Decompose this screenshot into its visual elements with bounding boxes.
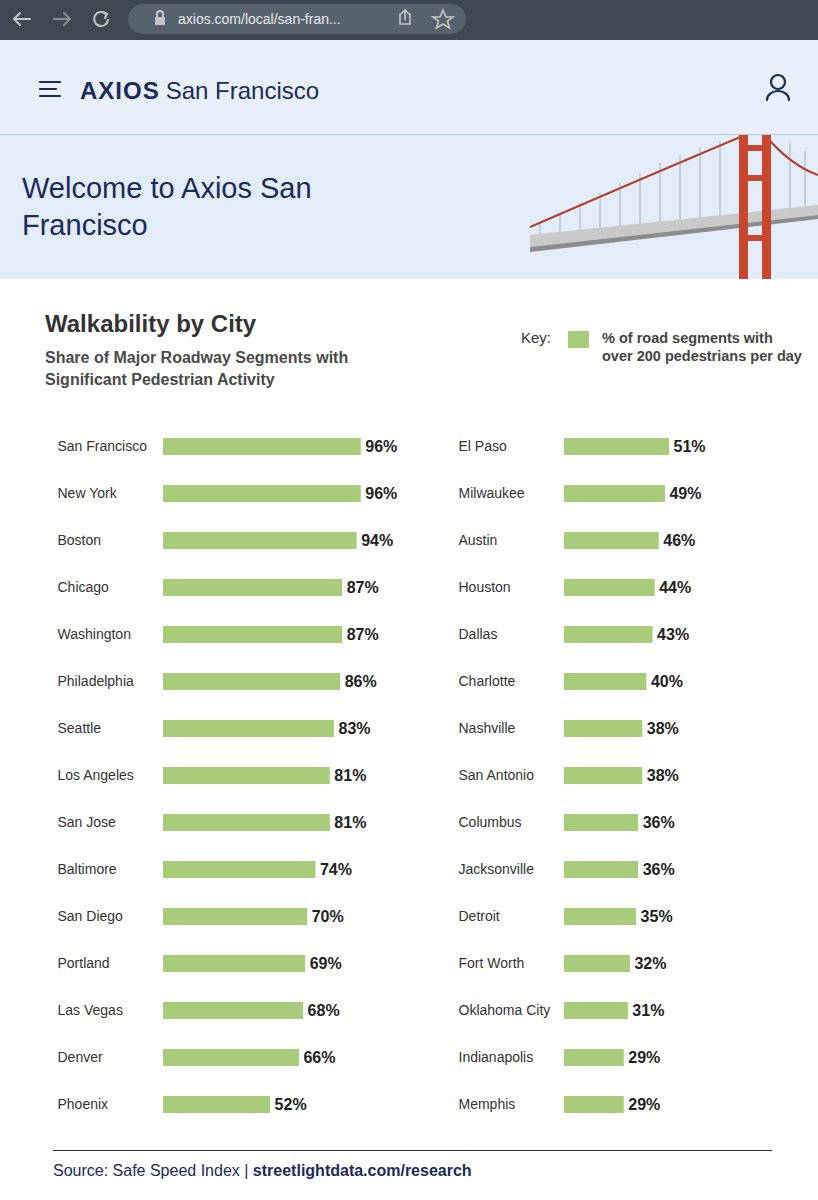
svg-text:81%: 81%: [334, 814, 366, 831]
svg-text:36%: 36%: [643, 814, 675, 831]
svg-text:Baltimore: Baltimore: [58, 861, 117, 877]
svg-text:70%: 70%: [312, 908, 344, 925]
svg-text:31%: 31%: [632, 1002, 664, 1019]
svg-text:Jacksonville: Jacksonville: [459, 861, 535, 877]
svg-text:32%: 32%: [634, 955, 666, 972]
svg-text:New York: New York: [58, 485, 118, 501]
svg-text:Washington: Washington: [58, 626, 131, 642]
svg-text:San Antonio: San Antonio: [459, 767, 535, 783]
svg-text:El Paso: El Paso: [459, 438, 507, 454]
html-text:Walkability by City: Walkability by City: [45, 310, 257, 337]
html-text:Share of Major Roadway Segment: Share of Major Roadway Segments with Sig…: [45, 349, 349, 388]
svg-text:49%: 49%: [669, 485, 701, 502]
svg-text:46%: 46%: [663, 532, 695, 549]
svg-text:Los Angeles: Los Angeles: [58, 767, 134, 783]
svg-text:29%: 29%: [628, 1049, 660, 1066]
svg-text:44%: 44%: [659, 579, 691, 596]
html-text:% of road segments with over 2: % of road segments with over 200 pedestr…: [602, 330, 802, 364]
svg-text:Boston: Boston: [58, 532, 102, 548]
svg-text:Dallas: Dallas: [459, 626, 498, 642]
svg-text:Fort Worth: Fort Worth: [459, 955, 525, 971]
svg-text:68%: 68%: [308, 1002, 340, 1019]
svg-text:87%: 87%: [347, 579, 379, 596]
svg-text:Portland: Portland: [58, 955, 110, 971]
svg-text:Seattle: Seattle: [58, 720, 102, 736]
svg-text:Austin: Austin: [459, 532, 498, 548]
svg-text:Charlotte: Charlotte: [459, 673, 516, 689]
svg-text:Chicago: Chicago: [58, 579, 110, 595]
svg-text:San Diego: San Diego: [58, 908, 124, 924]
html-text:Source: Safe Speed Index | str: Source: Safe Speed Index | streetlightda…: [53, 1162, 472, 1179]
svg-text:87%: 87%: [347, 626, 379, 643]
svg-text:69%: 69%: [310, 955, 342, 972]
svg-text:74%: 74%: [320, 861, 352, 878]
svg-text:96%: 96%: [365, 438, 397, 455]
html-text:AXIOS San Francisco: AXIOS San Francisco: [80, 77, 320, 104]
svg-text:35%: 35%: [641, 908, 673, 925]
svg-text:81%: 81%: [334, 767, 366, 784]
svg-text:Memphis: Memphis: [459, 1096, 516, 1112]
svg-text:94%: 94%: [361, 532, 393, 549]
svg-text:San Jose: San Jose: [58, 814, 117, 830]
svg-text:Nashville: Nashville: [459, 720, 516, 736]
svg-text:38%: 38%: [647, 767, 679, 784]
svg-text:38%: 38%: [647, 720, 679, 737]
svg-text:Oklahoma City: Oklahoma City: [459, 1002, 551, 1018]
svg-text:83%: 83%: [338, 720, 370, 737]
svg-text:Houston: Houston: [459, 579, 511, 595]
svg-text:Las Vegas: Las Vegas: [58, 1002, 123, 1018]
svg-text:29%: 29%: [628, 1096, 660, 1113]
svg-text:66%: 66%: [303, 1049, 335, 1066]
svg-text:86%: 86%: [345, 673, 377, 690]
svg-text:40%: 40%: [651, 673, 683, 690]
svg-text:Indianapolis: Indianapolis: [459, 1049, 534, 1065]
svg-text:Milwaukee: Milwaukee: [459, 485, 525, 501]
svg-text:52%: 52%: [275, 1096, 307, 1113]
svg-text:96%: 96%: [365, 485, 397, 502]
svg-text:Detroit: Detroit: [459, 908, 500, 924]
svg-text:Columbus: Columbus: [459, 814, 522, 830]
svg-text:Philadelphia: Philadelphia: [58, 673, 134, 689]
svg-text:Phoenix: Phoenix: [58, 1096, 109, 1112]
svg-text:San Francisco: San Francisco: [58, 438, 148, 454]
html-text:Key:: Key:: [521, 329, 551, 346]
svg-text:43%: 43%: [657, 626, 689, 643]
html-text:Welcome to Axios San Francisco: Welcome to Axios San Francisco: [22, 172, 312, 241]
svg-text:Denver: Denver: [58, 1049, 103, 1065]
svg-text:51%: 51%: [674, 438, 706, 455]
html-text:axios.com/local/san-fran...: axios.com/local/san-fran...: [178, 11, 341, 27]
svg-text:36%: 36%: [643, 861, 675, 878]
